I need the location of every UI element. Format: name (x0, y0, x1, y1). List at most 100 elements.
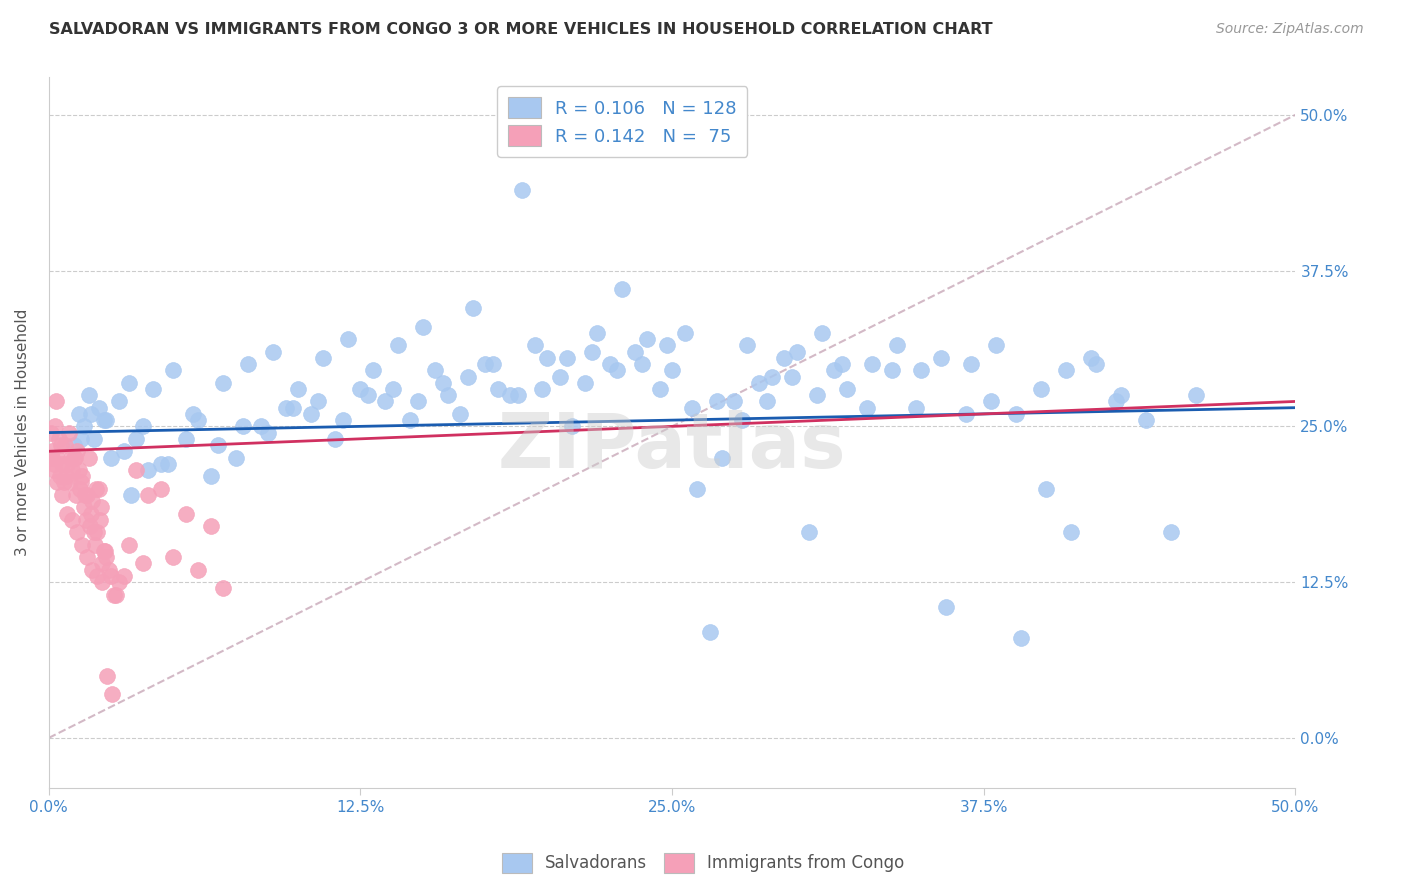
Point (980, 394, 1002, 409)
Point (855, 401, 877, 415)
Point (332, 413, 354, 427)
Point (860, 357, 883, 371)
Point (174, 507, 197, 521)
Point (41, 450, 63, 465)
Point (120, 488, 142, 502)
Point (886, 338, 908, 352)
Point (93, 544, 115, 558)
Point (107, 575, 129, 590)
Point (107, 394, 129, 409)
Point (62, 438, 84, 452)
Point (432, 376, 454, 390)
Point (799, 525, 821, 540)
Point (506, 388, 529, 402)
Point (880, 363, 903, 377)
Point (90, 500, 112, 515)
Point (557, 351, 579, 365)
Point (399, 413, 422, 427)
Point (67, 407, 90, 421)
Point (499, 388, 522, 402)
Point (425, 363, 447, 377)
Point (48, 432, 70, 446)
Point (39, 425, 62, 440)
Point (94, 413, 117, 427)
Point (103, 588, 125, 602)
Point (648, 382, 671, 396)
Point (89, 513, 111, 527)
Point (786, 344, 808, 359)
Point (1080, 351, 1102, 365)
Point (1054, 363, 1077, 377)
Point (76, 550, 98, 565)
Point (357, 388, 380, 402)
Point (512, 183, 534, 197)
Point (623, 344, 645, 359)
Point (761, 369, 783, 384)
Point (1010, 631, 1032, 645)
Point (162, 363, 184, 377)
Point (225, 450, 247, 465)
Point (83, 525, 105, 540)
Point (1035, 482, 1057, 496)
Point (66, 525, 89, 540)
Legend: Salvadorans, Immigrants from Congo: Salvadorans, Immigrants from Congo (495, 847, 911, 880)
Point (1085, 357, 1108, 371)
Point (76, 488, 98, 502)
Point (412, 319, 434, 334)
Point (574, 376, 596, 390)
Point (62, 450, 84, 465)
Point (58, 425, 80, 440)
Point (780, 369, 803, 384)
Point (41, 444, 63, 458)
Point (86, 525, 108, 540)
Point (69, 482, 91, 496)
Point (112, 569, 135, 583)
Point (806, 388, 828, 402)
Point (60, 513, 83, 527)
Point (1160, 525, 1182, 540)
Point (70, 432, 93, 446)
Y-axis label: 3 or more Vehicles in Household: 3 or more Vehicles in Household (15, 309, 30, 557)
Point (207, 438, 229, 452)
Point (536, 351, 558, 365)
Point (561, 419, 583, 434)
Point (94, 544, 117, 558)
Point (457, 369, 479, 384)
Point (960, 357, 983, 371)
Point (87, 482, 110, 496)
Point (257, 425, 280, 440)
Point (655, 338, 678, 352)
Point (174, 432, 197, 446)
Point (187, 563, 209, 577)
Point (157, 457, 180, 471)
Point (810, 326, 832, 340)
Point (710, 450, 733, 465)
Point (44, 463, 66, 477)
Point (100, 569, 122, 583)
Point (755, 394, 778, 409)
Point (336, 332, 359, 346)
Point (325, 432, 347, 446)
Point (45, 475, 67, 490)
Point (387, 338, 409, 352)
Point (681, 401, 703, 415)
Point (474, 357, 496, 371)
Point (142, 382, 165, 396)
Point (65, 488, 87, 502)
Point (51, 438, 73, 452)
Point (55, 507, 77, 521)
Point (73, 488, 96, 502)
Point (773, 351, 796, 365)
Point (44, 419, 66, 434)
Point (94, 550, 117, 565)
Point (49, 469, 72, 483)
Point (831, 357, 853, 371)
Text: Source: ZipAtlas.com: Source: ZipAtlas.com (1216, 22, 1364, 37)
Point (731, 413, 754, 427)
Point (212, 376, 235, 390)
Point (1109, 388, 1132, 402)
Point (931, 351, 953, 365)
Point (84, 482, 107, 496)
Point (91, 557, 114, 571)
Point (723, 394, 745, 409)
